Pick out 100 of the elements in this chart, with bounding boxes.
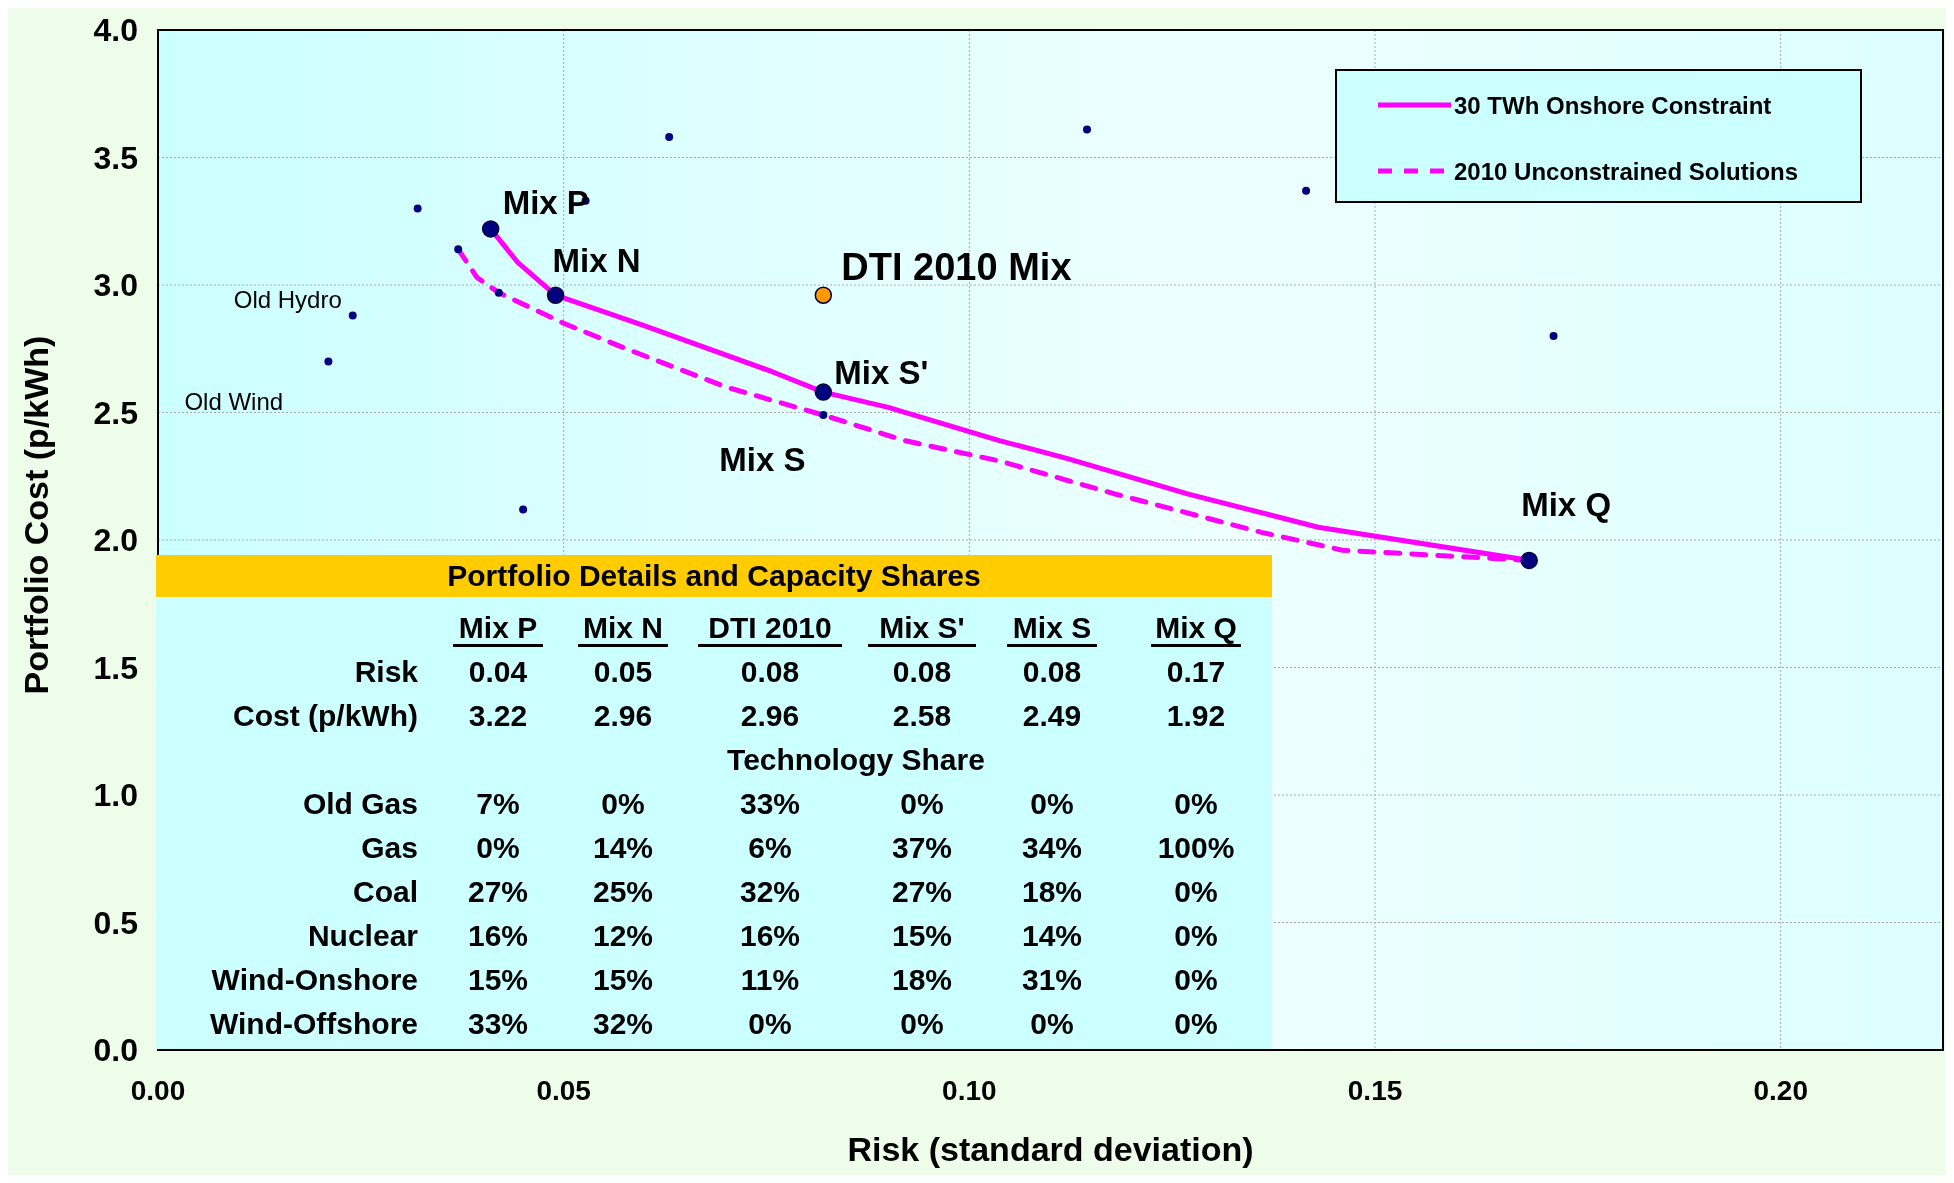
text: 12% [592,919,654,952]
y-tick-label: 1.0 [93,777,138,813]
x-tick-label: 0.10 [942,1075,997,1106]
text: 3.22 [468,699,528,732]
text: 16% [467,919,529,952]
x-tick-label: 0.20 [1753,1075,1808,1106]
annotation: Old Hydro [233,285,342,313]
text: 18% [891,963,953,996]
category-label: Wind-Offshore [209,1007,418,1040]
y-tick-label: 2.5 [93,394,138,431]
text: 0% [1174,787,1218,820]
y-tick-label: 3.0 [93,267,138,303]
text: 33% [739,787,801,820]
point [413,204,422,213]
text: 0.08 [1022,655,1082,688]
category-label: Coal [352,875,418,908]
point [819,411,828,420]
text: 0% [1174,919,1218,952]
text: 37% [891,831,953,864]
text: 2.58 [892,699,952,732]
point [494,288,503,297]
text: 25% [592,875,654,908]
text: 0.05 [593,655,653,688]
point [814,286,833,304]
text: 32% [739,875,801,908]
text: 15% [467,963,529,996]
category-label: Mix S' [879,611,965,644]
text: 27% [891,875,953,908]
annotation: DTI 2010 Mix [841,246,1072,289]
category-label: Wind-Onshore [211,963,418,996]
text: Technology Share [727,743,985,776]
category-label: Risk [354,655,418,688]
y-tick-label: 0.0 [93,1032,138,1068]
annotation: Mix N [552,242,641,280]
annotation: Old Wind [184,387,284,415]
x-tick-label: 0.05 [536,1075,591,1106]
annotation: Mix S' [834,354,929,392]
text: 0% [1030,787,1074,820]
category-label: Nuclear [307,919,418,952]
text: 14% [1021,919,1083,952]
annotation: Mix P [502,183,589,221]
text: 0% [900,1007,944,1040]
point [348,311,357,320]
point [324,357,333,366]
y-tick-label: 0.5 [93,904,138,941]
text: 16% [739,919,801,952]
text: 15% [891,919,953,952]
y-tick-label: 4.0 [93,12,138,48]
text: 1.92 [1166,699,1226,732]
text: 11% [740,963,800,996]
text: 100% [1157,831,1235,864]
point [546,286,565,304]
x-tick-label: 0.00 [130,1075,186,1106]
annotation: Mix S [719,441,806,479]
point [1302,186,1311,195]
category-label: Mix N [582,611,664,644]
y-tick-label: 3.5 [93,139,138,176]
y-tick-label: 2.0 [93,522,138,558]
legend-label: 30 TWh Onshore Constraint [1454,92,1772,119]
text: 0% [1174,1007,1218,1040]
point [481,220,500,238]
x-axis-title: Risk (standard deviation) [847,1130,1254,1168]
x-tick-label: 0.15 [1347,1075,1403,1106]
point [519,505,528,514]
text: 34% [1021,831,1083,864]
text: 0% [1030,1007,1074,1040]
text: 18% [1021,875,1083,908]
text: 32% [592,1007,654,1040]
text: 7% [476,787,520,820]
point [665,133,674,142]
category-label: Mix S [1012,611,1092,644]
text: Portfolio Details and Capacity Shares [447,559,981,592]
text: 0% [748,1007,792,1040]
text: 15% [592,963,654,996]
text: 0% [476,831,520,864]
category-label: DTI 2010 [708,611,832,644]
category-label: Mix Q [1155,611,1237,644]
text: 2.96 [740,699,800,732]
point [1083,125,1092,134]
text: 27% [467,875,529,908]
text: 0% [1174,875,1218,908]
text: 0.08 [892,655,952,688]
category-label: Old Gas [302,787,418,820]
category-label: Gas [361,831,418,864]
text: 2.49 [1022,699,1082,732]
text: 0.08 [740,655,800,688]
point [1549,332,1558,340]
text: 0.04 [468,655,528,688]
text: 33% [467,1007,529,1040]
point [454,245,463,254]
text: 31% [1021,963,1083,996]
category-label: Cost (p/kWh) [233,699,418,732]
point [1520,551,1538,570]
y-tick-label: 1.5 [93,649,138,686]
annotation: Mix Q [1521,486,1612,524]
category-label: Mix P [458,611,538,644]
text: 0% [1174,963,1218,996]
y-axis-title: Portfolio Cost (p/kWh) [17,335,55,695]
text: 2.96 [593,699,653,732]
text: 0% [601,787,645,820]
